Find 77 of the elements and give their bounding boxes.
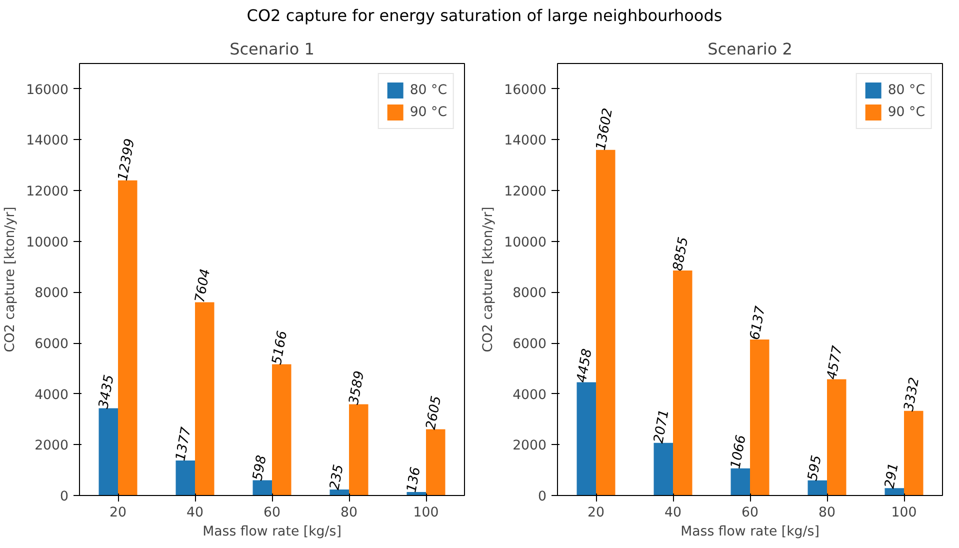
- y-tick-label: 0: [538, 490, 547, 504]
- bar: [808, 480, 827, 496]
- legend-label: 80 °C: [410, 82, 447, 98]
- bar: [98, 408, 118, 496]
- data-label: 3589: [346, 370, 368, 406]
- x-tick-label: 20: [110, 506, 126, 520]
- data-label: 6137: [748, 304, 769, 342]
- data-label: 1066: [728, 434, 750, 470]
- data-label: 291: [882, 462, 902, 490]
- bar: [673, 270, 692, 496]
- y-axis-title: CO2 capture [kton/yr]: [481, 206, 496, 352]
- data-label: 7604: [192, 268, 214, 304]
- legend-label: 90 °C: [410, 104, 447, 120]
- data-label: 598: [250, 454, 270, 482]
- data-label: 2071: [652, 408, 672, 444]
- bar: [654, 442, 673, 496]
- data-label: 235: [328, 463, 347, 492]
- text: CO2 capture for energy saturation of large neighbourhoods: [246, 5, 722, 27]
- y-tick-label: 2000: [512, 438, 547, 454]
- chart-title: Scenario 1: [230, 40, 314, 58]
- y-tick-label: 14000: [26, 134, 69, 149]
- x-tick-label: 20: [588, 506, 604, 520]
- bar: [576, 382, 596, 496]
- x-tick-label: 100: [413, 506, 439, 520]
- y-tick-label: 16000: [26, 82, 69, 98]
- x-tick-label: 40: [664, 506, 682, 520]
- bar: [195, 302, 214, 496]
- bar: [349, 404, 368, 496]
- x-tick-label: 100: [891, 506, 917, 520]
- y-tick-label: 0: [60, 490, 69, 504]
- bar: [118, 180, 138, 496]
- x-tick-label: 60: [742, 506, 758, 520]
- bar: [176, 460, 195, 496]
- y-tick-label: 12000: [504, 184, 547, 200]
- chart-title: Scenario 2: [708, 40, 792, 58]
- y-tick-label: 10000: [26, 235, 69, 250]
- y-tick-label: 16000: [504, 82, 547, 98]
- bar: [426, 429, 446, 496]
- y-tick-label: 4000: [512, 388, 547, 403]
- bar: [904, 410, 924, 496]
- data-label: 5166: [270, 330, 291, 366]
- data-label: 2605: [424, 394, 445, 431]
- bar: [884, 488, 904, 496]
- data-label: 1377: [174, 426, 194, 462]
- data-label: 8855: [670, 236, 692, 272]
- data-label: 136: [404, 466, 424, 494]
- data-label: 3435: [96, 374, 118, 410]
- x-tick-label: 80: [818, 506, 836, 520]
- legend-label: 80 °C: [888, 82, 925, 98]
- legend-label: 90 °C: [888, 104, 925, 120]
- y-tick-label: 8000: [34, 286, 69, 302]
- bar: [252, 480, 272, 496]
- bar: [750, 340, 770, 496]
- x-tick-label: 40: [186, 506, 204, 520]
- x-tick-label: 60: [264, 506, 280, 520]
- y-tick-label: 10000: [504, 235, 547, 250]
- y-tick-label: 14000: [504, 134, 547, 149]
- data-label: 595: [806, 454, 825, 482]
- data-label: 13602: [594, 107, 616, 152]
- y-tick-label: 4000: [34, 388, 69, 403]
- y-tick-label: 6000: [512, 337, 547, 352]
- data-label: 4458: [574, 348, 596, 384]
- bar: [827, 379, 846, 496]
- y-tick-label: 12000: [26, 184, 69, 200]
- data-label: 3332: [902, 376, 923, 412]
- x-axis-title: Mass flow rate [kg/s]: [680, 524, 820, 540]
- y-tick-label: 6000: [34, 337, 69, 352]
- x-axis-title: Mass flow rate [kg/s]: [202, 524, 342, 540]
- bar: [730, 468, 750, 496]
- y-axis-title: CO2 capture [kton/yr]: [3, 206, 18, 352]
- y-tick-label: 8000: [512, 286, 547, 302]
- bar: [596, 150, 616, 496]
- y-tick-label: 2000: [34, 438, 69, 454]
- data-label: 12399: [116, 138, 138, 182]
- x-tick-label: 80: [340, 506, 358, 520]
- bar: [272, 364, 292, 496]
- data-label: 4577: [824, 344, 846, 381]
